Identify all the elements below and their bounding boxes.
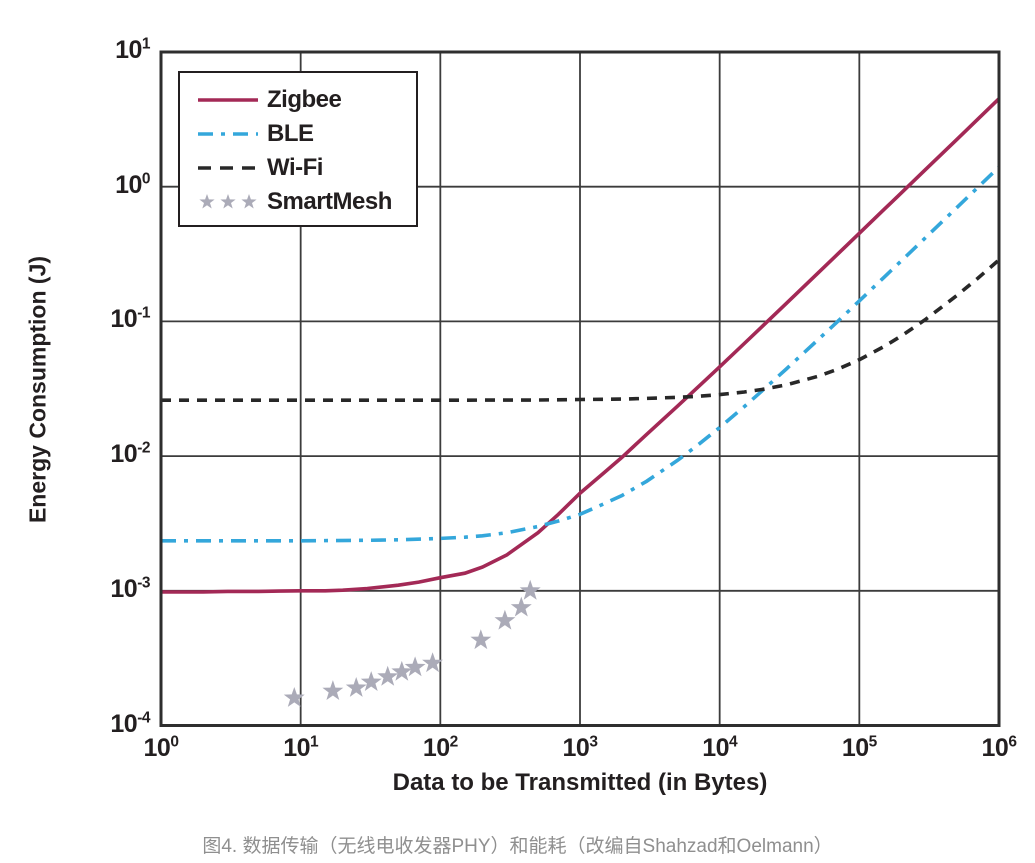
star-icon	[241, 194, 257, 209]
smartmesh-star-icon	[422, 652, 443, 673]
plot-border	[159, 50, 1001, 727]
y-tick-label: 101	[115, 35, 150, 64]
legend-sample-zigbee-icon	[198, 98, 258, 102]
legend-sample-smartmesh-icon	[199, 194, 257, 209]
smartmesh-star-icon	[494, 609, 516, 630]
smartmesh-star-icon	[404, 656, 426, 677]
x-tick-label: 105	[841, 733, 877, 762]
smartmesh-star-icon	[322, 680, 344, 700]
smartmesh-star-icon	[360, 671, 382, 691]
series-zigbee-line	[161, 97, 1001, 594]
smartmesh-star-icon	[377, 665, 399, 686]
smartmesh-star-icon	[470, 629, 492, 650]
x-tick-label: 102	[422, 733, 458, 762]
figure-caption: 图4. 数据传输（无线电收发器PHY）和能耗（改编自Shahzad和Oelman…	[202, 836, 833, 857]
series-smartmesh-stars	[283, 579, 541, 707]
legend-sample-wifi-icon	[198, 166, 258, 170]
y-tick-label: 10-2	[110, 439, 150, 469]
smartmesh-star-icon	[510, 596, 532, 617]
legend-row-smartmesh: SmartMesh	[180, 185, 416, 219]
x-tick-label: 104	[702, 733, 738, 762]
y-axis-title: Energy Consumption (J)	[24, 255, 51, 524]
legend-sample-ble-icon	[198, 132, 258, 136]
smartmesh-star-icon	[345, 677, 367, 697]
chart-canvas	[159, 50, 1001, 727]
smartmesh-star-icon	[519, 579, 541, 600]
series-ble-line	[161, 165, 1001, 543]
smartmesh-star-icon	[391, 660, 413, 681]
x-tick-label: 100	[143, 733, 179, 762]
x-axis-title: Data to be Transmitted (in Bytes)	[392, 769, 768, 796]
legend-label-ble: BLE	[267, 120, 314, 147]
legend-label-wifi: Wi-Fi	[267, 154, 323, 181]
star-icon	[199, 194, 215, 209]
legend-row-ble: BLE	[180, 117, 416, 151]
star-icon	[220, 194, 236, 209]
y-tick-label: 10-4	[110, 709, 150, 738]
series-wifi-line	[161, 258, 1001, 402]
legend-label-zigbee: Zigbee	[267, 86, 342, 113]
y-tick-label: 10-1	[110, 305, 150, 334]
y-tick-label: 100	[115, 170, 150, 199]
legend-label-smartmesh: SmartMesh	[267, 188, 392, 215]
legend-row-zigbee: Zigbee	[180, 83, 416, 117]
x-tick-label: 101	[283, 733, 319, 762]
y-tick-label: 10-3	[110, 574, 150, 603]
smartmesh-star-icon	[283, 687, 305, 707]
x-tick-label: 106	[981, 733, 1017, 762]
legend: Zigbee BLE Wi-Fi SmartMesh	[178, 71, 418, 227]
x-tick-label: 103	[562, 733, 598, 762]
legend-row-wifi: Wi-Fi	[180, 151, 416, 185]
